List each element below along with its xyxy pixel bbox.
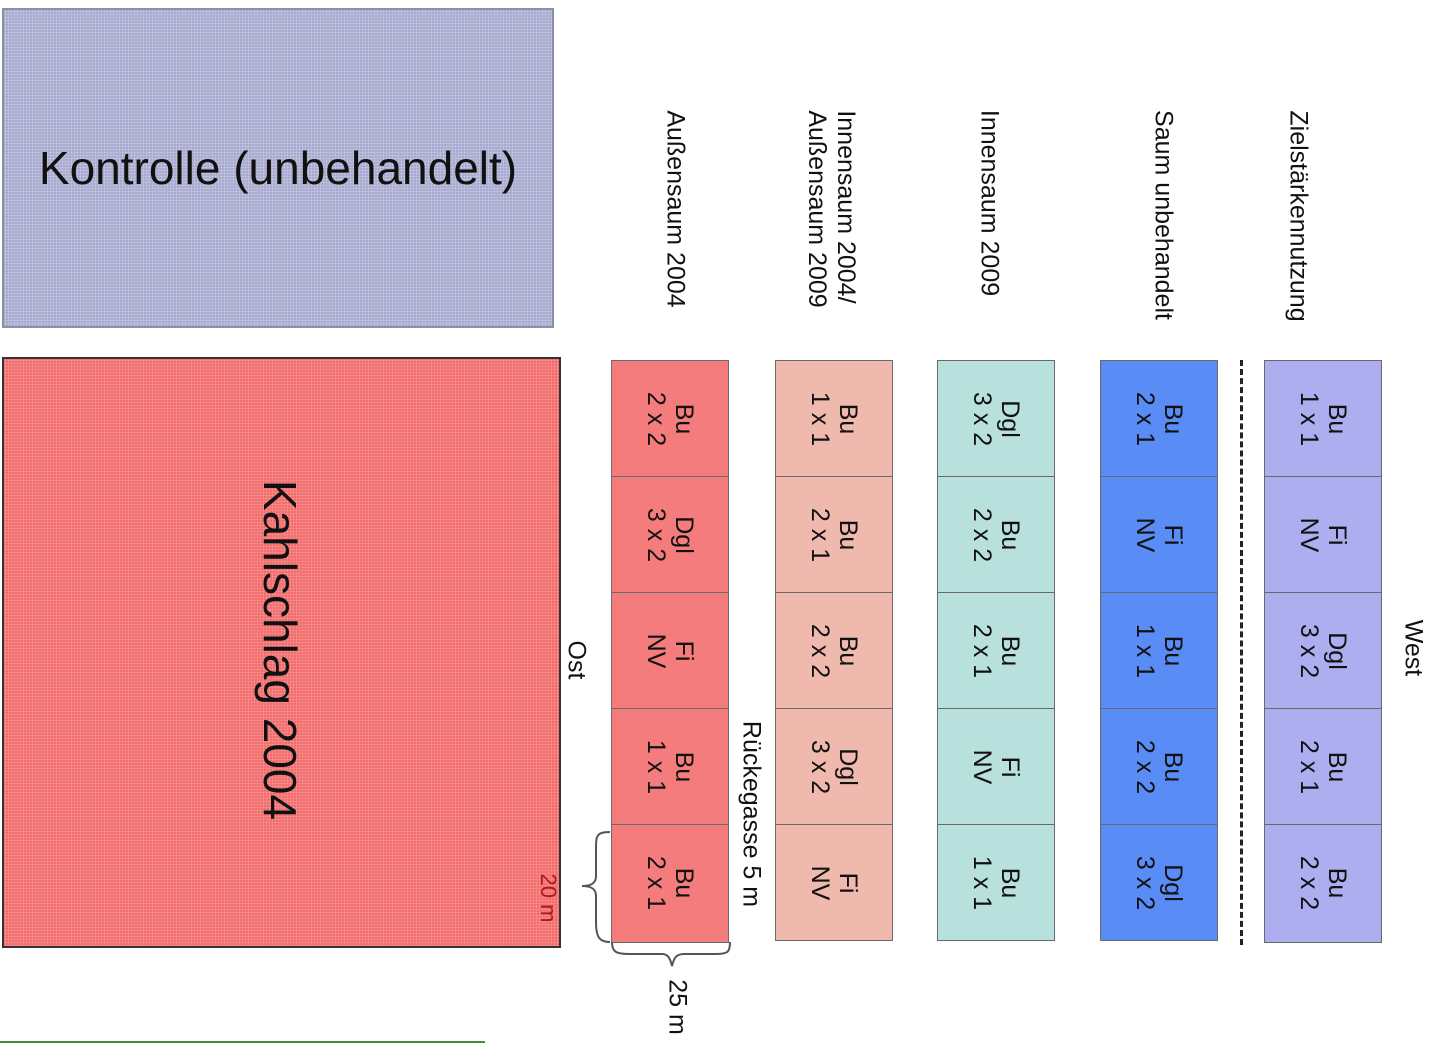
dashed-boundary	[1240, 360, 1243, 945]
plot-cell: Bu 1 x 1	[1101, 593, 1217, 709]
plot-cell: Bu 1 x 1	[1265, 361, 1381, 477]
plot-cell: Bu 2 x 2	[1101, 709, 1217, 825]
plot-column-4: Bu 2 x 1 Fi NV Bu 1 x 1 Bu 2 x 2 Dgl 3 x 2	[1100, 360, 1218, 941]
plot-cell: Dgl 3 x 2	[776, 709, 892, 825]
plot-cell: Fi NV	[1265, 477, 1381, 593]
plot-cell: Bu 2 x 2	[776, 593, 892, 709]
bottom-line	[0, 1041, 485, 1043]
plot-cell: Bu 2 x 1	[1265, 709, 1381, 825]
plot-cell: Bu 2 x 2	[938, 477, 1054, 593]
left-brace	[581, 831, 611, 943]
plot-cell: Dgl 3 x 2	[938, 361, 1054, 477]
plot-cell: Bu 2 x 2	[612, 361, 728, 477]
plot-cell: Fi NV	[612, 593, 728, 709]
plot-cell: Bu 2 x 1	[776, 477, 892, 593]
plot-cell: Bu 2 x 1	[938, 593, 1054, 709]
plot-cell: Dgl 3 x 2	[612, 477, 728, 593]
plot-column-2: Bu 1 x 1 Bu 2 x 1 Bu 2 x 2 Dgl 3 x 2 Fi NV	[775, 360, 893, 941]
plot-cell: Bu 2 x 1	[1101, 361, 1217, 477]
bottom-brace	[611, 941, 731, 967]
plot-cell: Bu 1 x 1	[612, 709, 728, 825]
plot-column-1: Bu 2 x 2 Dgl 3 x 2 Fi NV Bu 1 x 1 Bu 2 x 1	[611, 360, 729, 943]
plot-cell: Fi NV	[1101, 477, 1217, 593]
kahlschlag-area	[2, 357, 561, 948]
plot-cell: Bu 1 x 1	[776, 361, 892, 477]
kontrolle-area: Kontrolle (unbehandelt)	[2, 8, 554, 328]
plot-column-5: Bu 1 x 1 Fi NV Dgl 3 x 2 Bu 2 x 1 Bu 2 x 2	[1264, 360, 1382, 943]
plot-column-3: Dgl 3 x 2 Bu 2 x 2 Bu 2 x 1 Fi NV Bu 1 x 1	[937, 360, 1055, 941]
plot-cell: Dgl 3 x 2	[1265, 593, 1381, 709]
kontrolle-label: Kontrolle (unbehandelt)	[38, 142, 518, 194]
plot-cell: Fi NV	[938, 709, 1054, 825]
